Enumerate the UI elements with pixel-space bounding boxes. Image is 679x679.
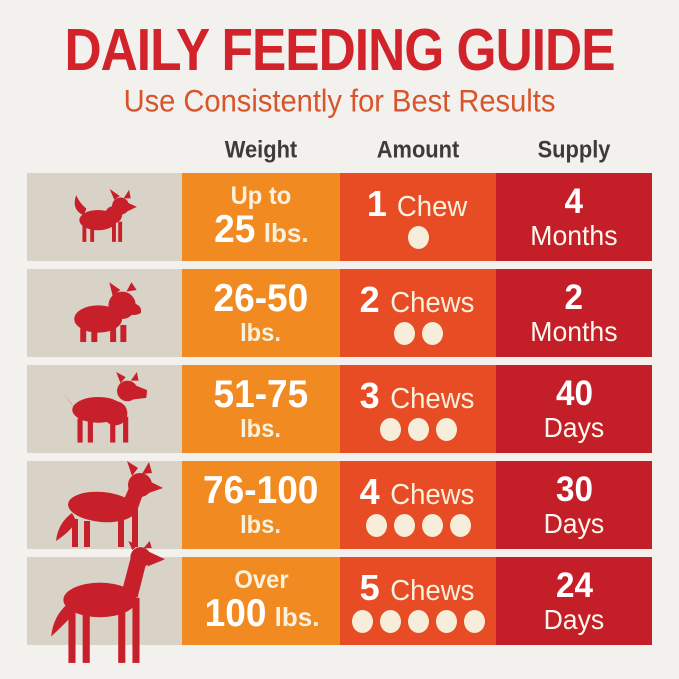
chew-dots [365,514,471,538]
weight-cell: 51-75 lbs. [182,365,340,453]
table-row: 76-100 lbs. 4 Chews 30 Days [27,461,652,549]
chew-dots [351,610,485,634]
french-bulldog-icon [73,282,141,343]
supply-unit: Months [530,315,618,347]
supply-value: 40 [555,373,593,413]
amount-value: 4 [359,470,380,512]
weight-prefix: Over [233,566,289,595]
weight-unit: lbs. [240,511,282,540]
dog-image-cell [27,541,182,663]
page-subtitle: Use Consistently for Best Results [123,84,556,119]
weight-value: 26-50 [213,277,309,321]
chew-dot [449,514,471,538]
chew-dot [393,322,415,346]
amount-cell: 5 Chews [340,557,496,645]
chew-dots [407,226,429,250]
weight-cell: Up to 25 lbs. [182,173,340,261]
chew-dot [351,610,373,634]
supply-cell: 30 Days [496,461,652,549]
supply-cell: 24 Days [496,557,652,645]
table-row: Over 100 lbs. 5 Chews 24 Days [27,541,652,663]
supply-unit: Days [543,507,605,539]
chew-dot [407,226,429,250]
supply-value: 2 [564,277,584,317]
amount-label: Chews [389,478,475,511]
german-shepherd-icon [55,461,163,547]
weight-value: 100 [204,591,267,635]
amount-value: 5 [359,566,380,608]
amount-label: Chews [389,286,475,319]
amount-value: 1 [366,182,387,224]
chew-dot [379,610,401,634]
dog-image-cell [27,269,182,357]
weight-unit: lbs. [274,601,320,632]
chew-dot [365,514,387,538]
dog-image-cell [27,461,182,549]
supply-value: 4 [564,181,584,221]
feeding-guide-table: Up to 25 lbs. 1 Chew 4 Months [27,173,652,663]
chew-dot [463,610,485,634]
supply-value: 24 [555,565,593,605]
weight-unit: lbs. [240,415,282,444]
column-headers: Weight Amount Supply [27,135,652,163]
weight-unit: lbs. [263,217,309,248]
boxer-dog-icon [62,372,147,443]
table-row: 26-50 lbs. 2 Chews 2 Months [27,269,652,357]
column-header-supply: Supply [537,135,611,163]
weight-cell: 26-50 lbs. [182,269,340,357]
amount-cell: 4 Chews [340,461,496,549]
supply-cell: 2 Months [496,269,652,357]
chew-dot [379,418,401,442]
chew-dot [393,514,415,538]
chew-dot [407,610,429,634]
supply-value: 30 [555,469,593,509]
supply-cell: 40 Days [496,365,652,453]
weight-cell: 76-100 lbs. [182,461,340,549]
chihuahua-dog-icon [74,189,137,242]
weight-value: 51-75 [213,373,309,417]
amount-cell: 1 Chew [340,173,496,261]
amount-label: Chew [396,190,468,223]
table-row: 51-75 lbs. 3 Chews 40 Days [27,365,652,453]
weight-value: 25 [214,207,256,251]
dog-image-cell [27,365,182,453]
amount-cell: 3 Chews [340,365,496,453]
great-dane-icon [50,541,165,663]
supply-cell: 4 Months [496,173,652,261]
amount-value: 3 [359,374,380,416]
supply-unit: Months [530,219,618,251]
column-header-weight: Weight [224,135,298,163]
weight-cell: Over 100 lbs. [182,557,340,645]
chew-dot [421,514,443,538]
weight-unit: lbs. [240,319,282,348]
amount-cell: 2 Chews [340,269,496,357]
amount-label: Chews [389,382,475,415]
weight-prefix: Up to [230,182,292,211]
chew-dot [421,322,443,346]
table-row: Up to 25 lbs. 1 Chew 4 Months [27,173,652,261]
chew-dots [379,418,457,442]
chew-dot [435,418,457,442]
weight-value: 76-100 [203,469,319,513]
amount-value: 2 [359,278,380,320]
chew-dots [393,322,443,346]
chew-dot [435,610,457,634]
supply-unit: Days [543,411,605,443]
dog-image-cell [27,173,182,261]
supply-unit: Days [543,603,605,635]
column-header-amount: Amount [376,135,460,163]
amount-label: Chews [389,574,475,607]
page-title: DAILY FEEDING GUIDE [64,17,615,84]
chew-dot [407,418,429,442]
